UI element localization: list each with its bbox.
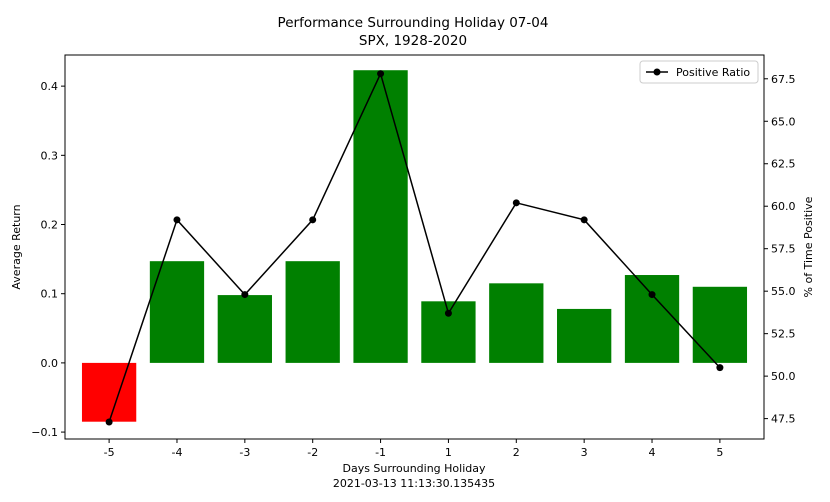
bar--4 bbox=[149, 261, 205, 363]
positive-ratio-point--4 bbox=[173, 216, 181, 224]
positive-ratio-point-1 bbox=[444, 309, 452, 317]
y2-tick-label-2: 52.5 bbox=[771, 328, 796, 341]
positive-ratio-line-layer bbox=[105, 70, 724, 426]
x-tick-label-4: 4 bbox=[649, 446, 656, 459]
positive-ratio-point-4 bbox=[648, 291, 656, 299]
x-axis: -5 -4 -3 -2 -1 1 2 3 4 5 bbox=[104, 439, 723, 459]
y2-tick-label-4: 57.5 bbox=[771, 243, 796, 256]
positive-ratio-point-2 bbox=[512, 199, 520, 207]
legend-marker-swatch bbox=[653, 68, 661, 76]
positive-ratio-point--3 bbox=[241, 291, 249, 299]
x-tick-label--4: -4 bbox=[171, 446, 182, 459]
x-tick-label-2: 2 bbox=[513, 446, 520, 459]
y-tick-label-1: 0.0 bbox=[41, 357, 59, 370]
legend-label: Positive Ratio bbox=[676, 66, 750, 79]
legend-box bbox=[639, 60, 759, 84]
y2-tick-label-6: 62.5 bbox=[771, 158, 796, 171]
x-tick-label--2: -2 bbox=[307, 446, 318, 459]
positive-ratio-point--1 bbox=[377, 70, 385, 78]
y-axis-left: −0.1 0.0 0.1 0.2 0.3 0.4 bbox=[31, 80, 65, 439]
y2-tick-label-7: 65.0 bbox=[771, 115, 796, 128]
y2-tick-label-1: 50.0 bbox=[771, 370, 796, 383]
x-axis-label: Days Surrounding Holiday bbox=[342, 462, 486, 475]
y-tick-label-0: −0.1 bbox=[31, 426, 58, 439]
y-tick-label-5: 0.4 bbox=[41, 80, 59, 93]
bar-4 bbox=[624, 275, 680, 363]
bar--3 bbox=[217, 295, 272, 363]
y2-tick-label-5: 60.0 bbox=[771, 200, 796, 213]
x-tick-label-3: 3 bbox=[581, 446, 588, 459]
bar-2 bbox=[489, 283, 544, 363]
positive-ratio-line bbox=[108, 71, 721, 423]
y-tick-label-3: 0.2 bbox=[41, 219, 59, 232]
legend: Positive Ratio bbox=[639, 60, 759, 84]
y-axis-label: Average Return bbox=[10, 204, 23, 289]
positive-ratio-point--2 bbox=[309, 216, 317, 224]
y2-tick-label-3: 55.0 bbox=[771, 285, 796, 298]
positive-ratio-point-3 bbox=[580, 216, 588, 224]
x-tick-label--5: -5 bbox=[104, 446, 115, 459]
positive-ratio-point-5 bbox=[716, 364, 724, 372]
bar--5 bbox=[81, 362, 137, 422]
x-tick-label-5: 5 bbox=[716, 446, 723, 459]
bar-3 bbox=[557, 308, 612, 363]
y2-tick-label-0: 47.5 bbox=[771, 413, 796, 426]
chart-title: Performance Surrounding Holiday 07-04 bbox=[278, 15, 549, 31]
bar--2 bbox=[285, 261, 340, 363]
bars-layer bbox=[81, 70, 748, 422]
y-axis-right: 47.5 50.0 52.5 55.0 57.5 60.0 62.5 65.0 67.5 bbox=[764, 73, 796, 426]
bar-5 bbox=[692, 286, 748, 363]
x-axis-sublabel: 2021-03-13 11:13:30.135435 bbox=[333, 477, 495, 490]
x-tick-label--3: -3 bbox=[239, 446, 250, 459]
chart-subtitle: SPX, 1928-2020 bbox=[359, 33, 467, 49]
y2-tick-label-8: 67.5 bbox=[771, 73, 796, 86]
bar--1 bbox=[353, 70, 408, 363]
y-tick-label-2: 0.1 bbox=[41, 288, 59, 301]
y2-axis-label: % of Time Positive bbox=[802, 196, 815, 297]
positive-ratio-point--5 bbox=[105, 418, 113, 426]
plot-frame bbox=[64, 54, 765, 440]
y-tick-label-4: 0.3 bbox=[41, 149, 59, 162]
x-tick-label--1: -1 bbox=[375, 446, 386, 459]
x-tick-label-1: 1 bbox=[445, 446, 452, 459]
